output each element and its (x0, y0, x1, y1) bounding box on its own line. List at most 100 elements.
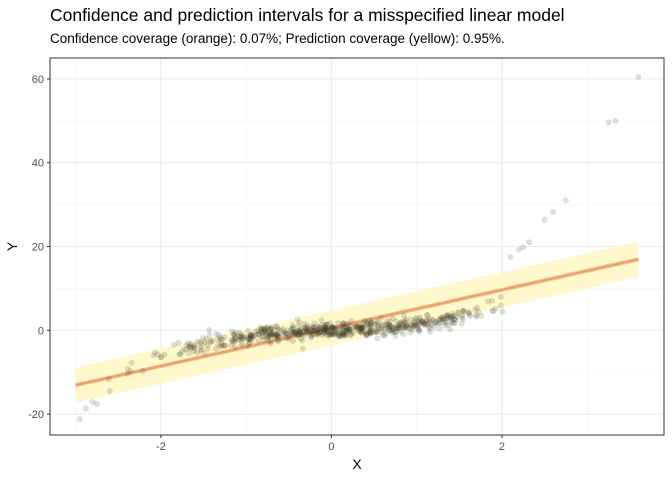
data-point (331, 327, 338, 334)
data-point (323, 321, 330, 328)
data-point (430, 317, 437, 324)
data-point (450, 320, 457, 326)
data-point (105, 376, 112, 383)
data-point (299, 330, 305, 337)
data-point (215, 341, 221, 348)
data-point (251, 332, 258, 339)
data-point (336, 333, 343, 340)
data-point (408, 321, 415, 328)
data-point (268, 325, 275, 332)
x-tick-label: 0 (328, 441, 334, 453)
data-point (507, 254, 514, 260)
data-point (292, 330, 298, 337)
data-point (359, 324, 366, 331)
data-point (261, 329, 268, 336)
data-point (275, 326, 282, 333)
data-point (212, 331, 219, 337)
data-point (158, 353, 165, 360)
data-point (367, 329, 374, 336)
data-point (344, 320, 351, 327)
data-point (403, 324, 410, 331)
data-point (171, 341, 177, 348)
data-point (290, 329, 297, 335)
data-point (306, 329, 313, 335)
data-point (330, 329, 337, 336)
data-point (257, 324, 264, 331)
data-point (258, 326, 265, 333)
data-point (449, 310, 456, 317)
data-point (299, 345, 306, 352)
data-point (442, 322, 449, 329)
data-point (295, 323, 302, 329)
data-point (266, 333, 273, 340)
data-point (363, 331, 370, 338)
data-point (425, 323, 432, 330)
data-point (262, 329, 269, 336)
data-point (283, 334, 290, 341)
data-point (414, 317, 421, 324)
data-point (358, 324, 365, 331)
data-point (372, 327, 379, 334)
data-point (346, 326, 353, 333)
data-point (322, 321, 329, 328)
data-point (439, 317, 445, 324)
data-point (520, 244, 527, 251)
data-point (231, 331, 237, 338)
data-point (301, 332, 308, 339)
data-point (323, 325, 330, 331)
data-point (366, 320, 373, 327)
data-point (388, 323, 395, 330)
data-point (516, 246, 522, 253)
data-point (236, 330, 243, 337)
data-point (411, 321, 418, 328)
data-point (388, 326, 395, 333)
data-point (293, 329, 300, 336)
data-point (447, 314, 454, 321)
data-point (192, 342, 199, 349)
data-point (381, 332, 388, 339)
data-point (416, 328, 422, 335)
data-point (238, 342, 245, 349)
data-point (303, 328, 310, 335)
data-point (364, 321, 371, 328)
data-point (106, 388, 113, 394)
data-point (280, 326, 287, 332)
data-point (431, 324, 438, 331)
data-point (448, 314, 454, 321)
data-point (89, 398, 96, 405)
data-point (343, 322, 350, 329)
data-point (419, 319, 426, 326)
data-point (372, 320, 379, 327)
data-point (386, 318, 393, 325)
data-point (280, 328, 287, 335)
data-point (321, 323, 328, 330)
data-point (388, 329, 395, 336)
data-point (305, 325, 312, 332)
data-point (282, 330, 289, 337)
data-point (194, 349, 201, 356)
data-point (304, 328, 310, 334)
data-point (318, 324, 325, 331)
data-point (415, 319, 422, 326)
data-point (231, 338, 238, 345)
data-point (635, 73, 642, 80)
data-point (393, 325, 400, 332)
data-point (473, 312, 480, 319)
data-point (342, 329, 349, 336)
fit-line (75, 258, 639, 387)
data-point (419, 318, 426, 325)
data-point (230, 330, 237, 337)
data-point (356, 328, 363, 335)
data-point (324, 321, 331, 328)
data-point (489, 307, 496, 314)
data-point (348, 317, 355, 324)
data-point (354, 323, 361, 330)
data-point (259, 333, 266, 340)
data-point (357, 324, 364, 331)
data-point (412, 321, 419, 327)
data-point (294, 333, 301, 339)
data-point (310, 330, 317, 337)
data-point (336, 333, 343, 340)
data-point (397, 328, 404, 335)
data-point (368, 319, 375, 326)
